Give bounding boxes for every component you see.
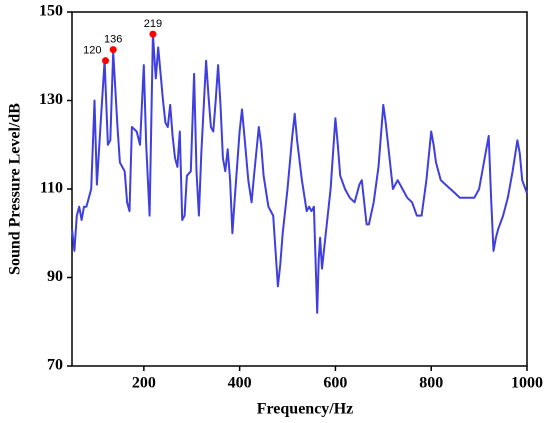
y-tick-label: 90 [47, 268, 63, 285]
peak-marker [149, 30, 157, 38]
plot-frame [71, 11, 528, 367]
data-line [71, 33, 528, 314]
peak-marker [109, 46, 117, 54]
y-axis-label: Sound Pressure Level/dB [7, 103, 24, 275]
peak-label: 219 [144, 18, 162, 30]
peak-label: 120 [83, 45, 101, 57]
x-tick-label: 200 [132, 375, 156, 392]
y-tick-label: 110 [40, 180, 63, 197]
x-tick-label: 1000 [511, 375, 543, 392]
x-axis-label: Frequency/Hz [257, 401, 354, 418]
y-tick-label: 70 [47, 357, 63, 374]
peak-marker [102, 57, 110, 65]
y-tick-label: 130 [39, 91, 63, 108]
x-tick-label: 800 [419, 375, 443, 392]
y-tick-label: 150 [39, 3, 63, 20]
peak-label: 136 [104, 34, 122, 46]
x-tick-label: 400 [228, 375, 252, 392]
x-tick-label: 600 [323, 375, 347, 392]
